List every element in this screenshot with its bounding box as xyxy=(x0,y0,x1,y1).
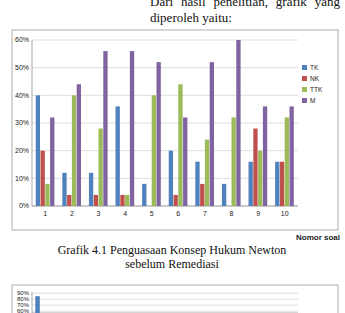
x-tick-label: 8 xyxy=(230,210,234,217)
chart-frame xyxy=(12,30,338,230)
y-tick-label: 0% xyxy=(19,202,29,209)
figure-caption: Grafik 4.1 Penguasaan Konsep Hukum Newto… xyxy=(52,243,292,271)
legend-label: M xyxy=(310,97,315,104)
bar xyxy=(72,95,76,206)
bar xyxy=(94,195,98,206)
legend-label: TTK xyxy=(310,86,323,93)
legend-swatch xyxy=(302,87,307,92)
y-tick-label: 50% xyxy=(15,64,29,71)
y-tick-label: 80% xyxy=(17,296,30,302)
legend-swatch xyxy=(302,98,307,103)
bars xyxy=(36,40,294,206)
chart: 0% 10% 20% 30% 40% 50% 60% 1 2 3 4 5 6 7 8 9 10 TK NK TTK M N… xyxy=(12,30,340,242)
bar xyxy=(36,95,40,206)
bar xyxy=(169,151,173,206)
legend-label: NK xyxy=(310,75,320,82)
chart-frame xyxy=(12,285,338,313)
bar xyxy=(249,162,253,206)
y-tick-label: 90% xyxy=(17,290,30,296)
y-tick-label: 10% xyxy=(15,175,29,182)
x-tick-label: 9 xyxy=(256,210,260,217)
y-tick-label: 60% xyxy=(15,36,29,43)
bar xyxy=(183,117,187,206)
y-tick-label: 60% xyxy=(17,308,30,313)
bar xyxy=(67,195,71,206)
bar xyxy=(103,51,107,206)
bar xyxy=(232,117,236,206)
bar xyxy=(62,173,66,206)
bar xyxy=(50,117,54,206)
legend-label: TK xyxy=(310,64,319,71)
y-tick-label: 70% xyxy=(17,302,30,308)
grid-line xyxy=(32,293,298,294)
x-tick-label: 2 xyxy=(70,210,74,217)
legend-swatch xyxy=(302,76,307,81)
bar xyxy=(156,62,160,206)
bar xyxy=(222,184,226,206)
page: Dari hasil penelitian, grafik yang diper… xyxy=(0,0,345,313)
bar xyxy=(120,195,124,206)
bar xyxy=(205,140,209,206)
y-axis xyxy=(32,292,33,313)
x-tick-label: 7 xyxy=(203,210,207,217)
grid-line xyxy=(32,311,298,312)
x-axis-label: Nomor soal xyxy=(296,233,340,242)
bar xyxy=(275,162,279,206)
x-tick-label: 10 xyxy=(281,210,289,217)
bar xyxy=(285,117,289,206)
bar xyxy=(45,184,49,206)
x-tick-label: 1 xyxy=(43,210,47,217)
grid-line xyxy=(32,67,298,68)
chart: 60%70%80%90% xyxy=(12,285,338,313)
bar xyxy=(116,106,120,206)
bar xyxy=(210,62,214,206)
x-tick-label: 4 xyxy=(123,210,127,217)
grid-line xyxy=(32,305,298,306)
x-tick-label: 5 xyxy=(150,210,154,217)
bar xyxy=(35,296,40,313)
bar xyxy=(236,40,240,206)
y-axis xyxy=(32,40,33,206)
bar xyxy=(200,184,204,206)
grid-line xyxy=(32,40,298,41)
grid-line xyxy=(32,299,298,300)
bar xyxy=(263,106,267,206)
y-tick-label: 40% xyxy=(15,92,29,99)
bar xyxy=(130,51,134,206)
bar xyxy=(227,206,231,207)
intro-text: Dari hasil penelitian, grafik yang diper… xyxy=(150,0,340,26)
bar xyxy=(142,184,146,206)
bar xyxy=(147,206,151,207)
bar xyxy=(89,173,93,206)
bar xyxy=(178,84,182,206)
legend-swatch xyxy=(302,65,307,70)
bar xyxy=(289,106,293,206)
x-tick-label: 3 xyxy=(97,210,101,217)
bar xyxy=(258,151,262,206)
bar xyxy=(195,162,199,206)
x-tick-label: 6 xyxy=(176,210,180,217)
bar xyxy=(41,151,45,206)
bar xyxy=(280,162,284,206)
bar xyxy=(174,195,178,206)
bar xyxy=(77,84,81,206)
bars xyxy=(35,296,40,313)
y-tick-label: 30% xyxy=(15,119,29,126)
bar xyxy=(253,129,257,206)
bar xyxy=(125,195,129,206)
bar xyxy=(99,129,103,206)
y-tick-label: 20% xyxy=(15,147,29,154)
bar xyxy=(152,95,156,206)
